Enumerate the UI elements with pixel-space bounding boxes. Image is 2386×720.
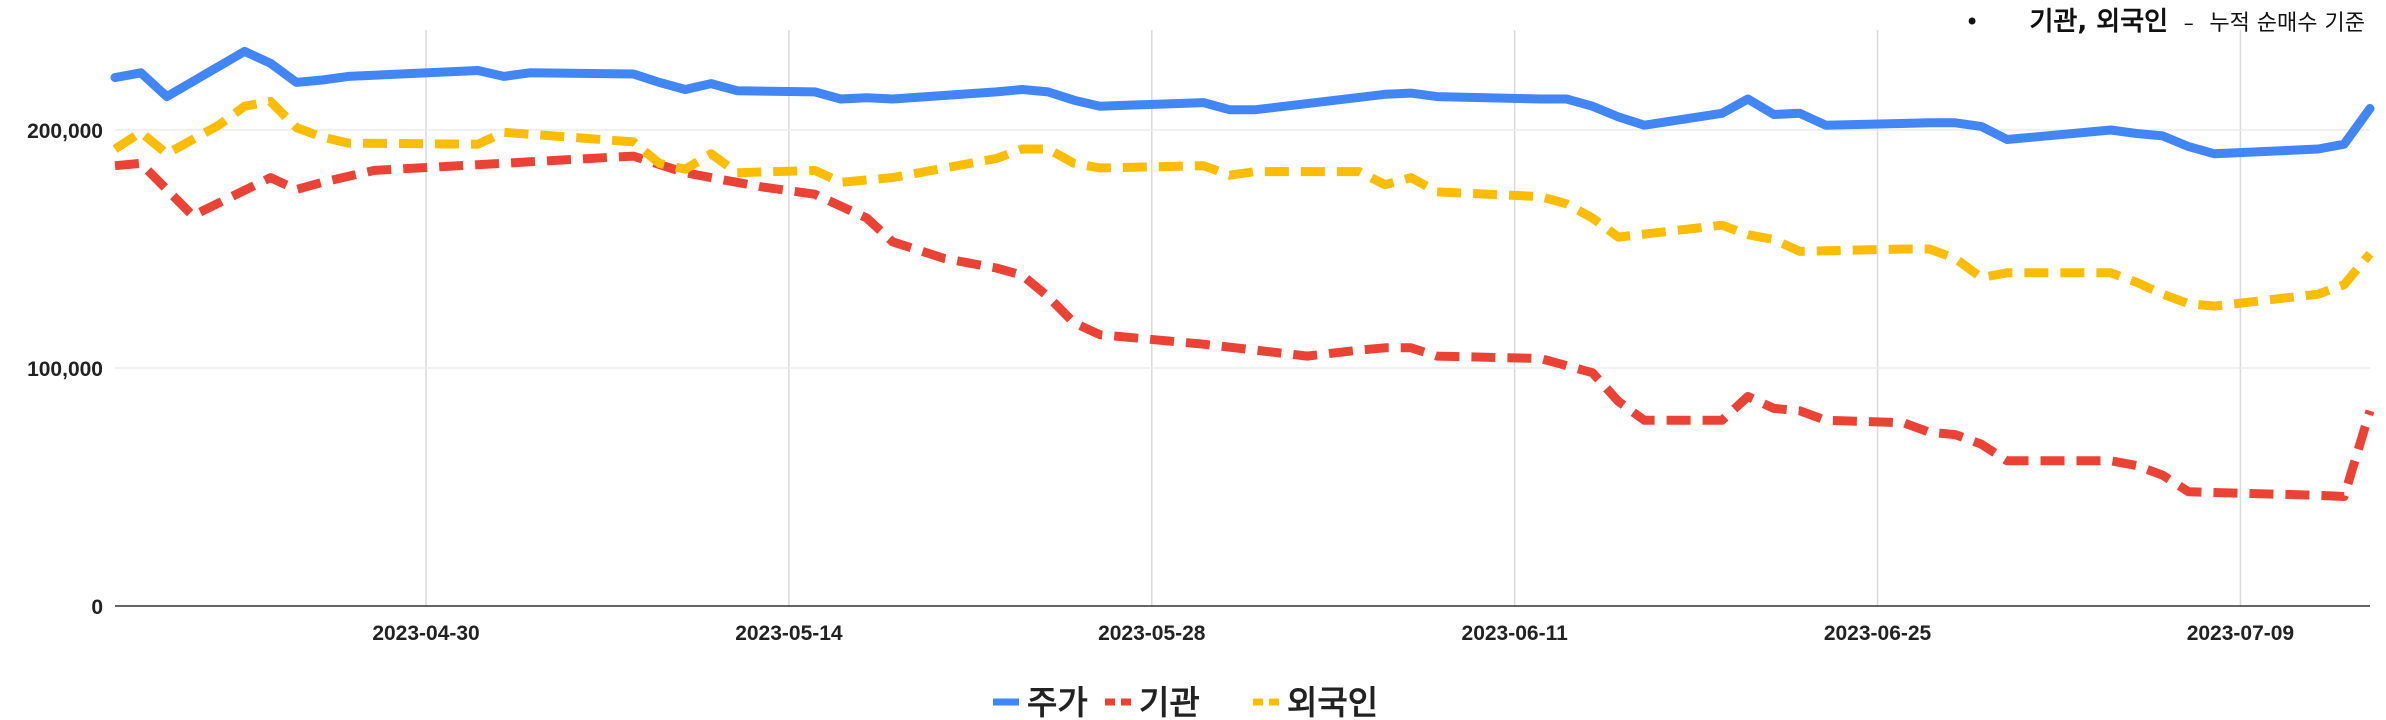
series-3 (112, 96, 2374, 311)
series-line (114, 151, 2375, 501)
chart-note: • 기관, 외국인 – 누적 순매수 기준 (1965, 7, 2365, 37)
series-2 (114, 151, 2375, 501)
x-tick-label: 2023-06-25 (1824, 622, 1932, 645)
y-tick-label: 100,000 (27, 358, 103, 381)
note-main: 기관, 외국인 (2030, 7, 2169, 37)
y-axis-ticks: 0 100,000 200,000 (27, 120, 103, 619)
series-line (110, 46, 2375, 159)
y-tick-label: 200,000 (27, 120, 103, 143)
x-tick-label: 2023-05-28 (1098, 622, 1206, 645)
x-axis-ticks: 2023-04-30 2023-05-14 2023-05-28 2023-06-11… (372, 622, 2294, 645)
note-text: 기관, 외국인 – 누적 순매수 기준 (2030, 7, 2365, 37)
legend-label: 외국인 (1287, 683, 1378, 720)
gridlines (115, 30, 2370, 606)
legend-label: 기관 (1139, 683, 1200, 720)
note-dash: – (2184, 11, 2194, 35)
series-1 (110, 46, 2375, 159)
x-tick-label: 2023-07-09 (2187, 622, 2294, 645)
x-tick-label: 2023-05-14 (735, 622, 843, 645)
y-tick-label: 0 (91, 596, 103, 619)
plot-series (110, 46, 2375, 501)
note-rest: 누적 순매수 기준 (2209, 11, 2365, 36)
x-tick-label: 2023-06-11 (1462, 622, 1569, 645)
x-tick-label: 2023-04-30 (372, 622, 479, 645)
legend: 주가 기관 외국인 (993, 683, 1378, 720)
legend-label: 주가 (1027, 683, 1088, 720)
note-bullet: • (1965, 8, 1979, 36)
series-line (112, 96, 2374, 311)
